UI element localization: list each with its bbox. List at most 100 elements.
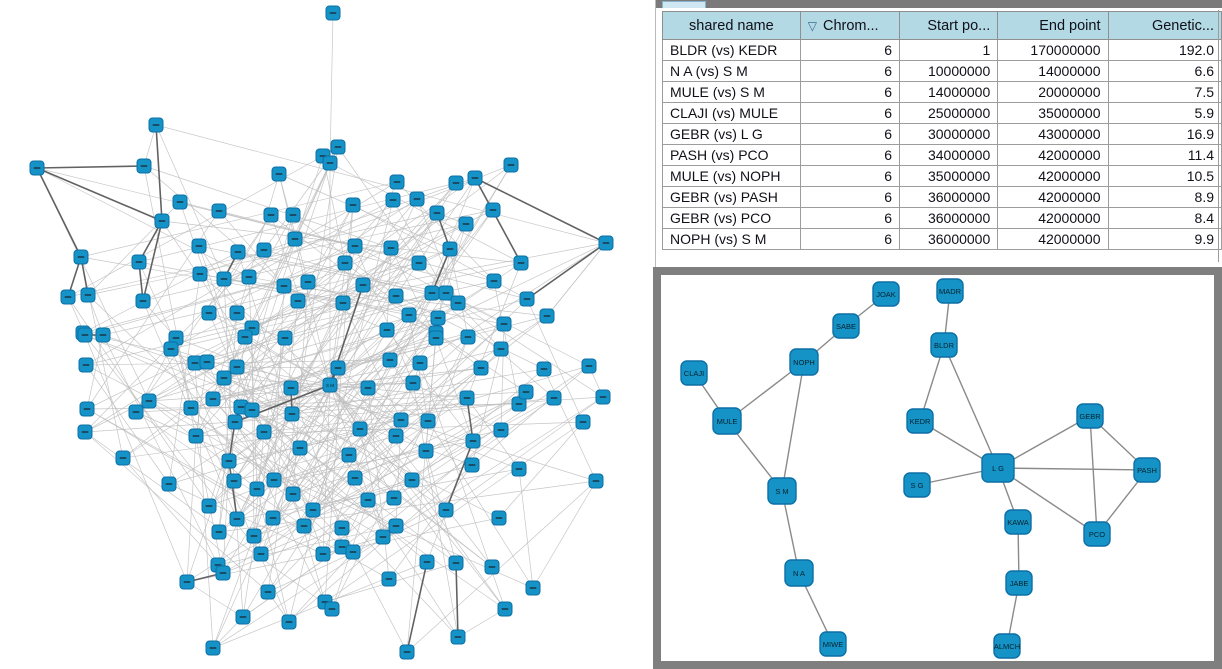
network-node[interactable] bbox=[201, 498, 217, 514]
network-node[interactable] bbox=[385, 192, 401, 208]
network-node[interactable] bbox=[296, 518, 312, 534]
network-node[interactable] bbox=[429, 205, 445, 221]
network-node[interactable] bbox=[484, 559, 500, 575]
network-node[interactable]: PCO bbox=[1083, 521, 1111, 547]
network-node[interactable] bbox=[438, 502, 454, 518]
network-node[interactable] bbox=[73, 249, 89, 265]
network-node[interactable] bbox=[450, 295, 466, 311]
network-node[interactable] bbox=[115, 450, 131, 466]
network-node[interactable] bbox=[330, 139, 346, 155]
network-node[interactable] bbox=[241, 269, 257, 285]
network-node[interactable] bbox=[383, 240, 399, 256]
network-node[interactable] bbox=[388, 518, 404, 534]
network-node[interactable] bbox=[80, 287, 96, 303]
network-node[interactable] bbox=[229, 305, 245, 321]
network-node[interactable] bbox=[192, 266, 208, 282]
network-node[interactable] bbox=[458, 216, 474, 232]
network-node[interactable] bbox=[305, 502, 321, 518]
column-header[interactable]: Start po... bbox=[898, 11, 999, 40]
network-node[interactable] bbox=[518, 384, 534, 400]
network-node[interactable] bbox=[325, 5, 341, 21]
network-node[interactable]: CLAJI bbox=[680, 360, 708, 386]
network-node[interactable] bbox=[493, 341, 509, 357]
network-node[interactable] bbox=[148, 117, 164, 133]
network-node[interactable] bbox=[324, 601, 340, 617]
network-node[interactable] bbox=[230, 244, 246, 260]
network-node[interactable] bbox=[330, 360, 346, 376]
network-node[interactable] bbox=[345, 197, 361, 213]
network-node[interactable] bbox=[256, 242, 272, 258]
table-row[interactable]: MULE (vs) S M 6 14000000 20000000 7.5 bbox=[662, 81, 1222, 103]
network-node[interactable] bbox=[595, 389, 611, 405]
network-node[interactable]: N A bbox=[784, 559, 814, 587]
network-node[interactable] bbox=[128, 404, 144, 420]
table-row[interactable]: N A (vs) S M 6 10000000 14000000 6.6 bbox=[662, 60, 1222, 82]
network-node[interactable] bbox=[375, 529, 391, 545]
network-node[interactable] bbox=[496, 316, 512, 332]
network-node[interactable] bbox=[401, 307, 417, 323]
network-node[interactable] bbox=[335, 295, 351, 311]
network-node[interactable] bbox=[277, 330, 293, 346]
network-node[interactable] bbox=[513, 255, 529, 271]
network-node[interactable] bbox=[216, 271, 232, 287]
network-node[interactable] bbox=[412, 355, 428, 371]
network-node[interactable] bbox=[388, 288, 404, 304]
overview-network-canvas[interactable]: S M bbox=[0, 0, 653, 669]
column-header[interactable]: ▽ Chrom... bbox=[799, 11, 900, 40]
network-node[interactable] bbox=[511, 461, 527, 477]
network-node[interactable] bbox=[188, 428, 204, 444]
network-node[interactable] bbox=[419, 554, 435, 570]
table-row[interactable]: CLAJI (vs) MULE 6 25000000 35000000 5.9 bbox=[662, 102, 1222, 124]
network-node[interactable] bbox=[360, 492, 376, 508]
column-header[interactable]: End point bbox=[997, 11, 1109, 40]
network-node[interactable] bbox=[525, 580, 541, 596]
network-node[interactable] bbox=[491, 510, 507, 526]
network-node[interactable] bbox=[172, 194, 188, 210]
table-row[interactable]: GEBR (vs) PCO 6 36000000 42000000 8.4 bbox=[662, 207, 1222, 229]
network-node[interactable] bbox=[300, 274, 316, 290]
network-node[interactable] bbox=[355, 277, 371, 293]
network-node[interactable] bbox=[79, 401, 95, 417]
network-node[interactable] bbox=[285, 207, 301, 223]
network-node[interactable] bbox=[388, 428, 404, 444]
network-node[interactable] bbox=[450, 629, 466, 645]
network-node[interactable] bbox=[131, 254, 147, 270]
network-node[interactable] bbox=[420, 413, 436, 429]
network-node[interactable] bbox=[360, 380, 376, 396]
network-node[interactable] bbox=[386, 490, 402, 506]
network-node[interactable] bbox=[191, 238, 207, 254]
network-node[interactable] bbox=[536, 361, 552, 377]
network-node[interactable] bbox=[473, 360, 489, 376]
network-node[interactable] bbox=[154, 213, 170, 229]
network-node[interactable] bbox=[381, 571, 397, 587]
table-tab[interactable] bbox=[662, 1, 706, 8]
network-node[interactable] bbox=[418, 443, 434, 459]
column-header[interactable]: Genetic... bbox=[1107, 11, 1222, 40]
network-node[interactable] bbox=[511, 396, 527, 412]
network-node[interactable] bbox=[442, 241, 458, 257]
network-node[interactable] bbox=[211, 203, 227, 219]
network-node[interactable] bbox=[78, 357, 94, 373]
network-node[interactable] bbox=[29, 160, 45, 176]
network-node[interactable] bbox=[393, 412, 409, 428]
network-node[interactable] bbox=[226, 473, 242, 489]
network-node[interactable] bbox=[215, 565, 231, 581]
network-node[interactable]: KEDR bbox=[906, 408, 934, 434]
network-node[interactable] bbox=[237, 329, 253, 345]
network-node[interactable] bbox=[249, 481, 265, 497]
network-node[interactable] bbox=[205, 391, 221, 407]
network-node[interactable] bbox=[486, 273, 502, 289]
network-node[interactable] bbox=[598, 235, 614, 251]
network-node[interactable] bbox=[389, 174, 405, 190]
network-node[interactable] bbox=[347, 470, 363, 486]
network-node[interactable] bbox=[438, 285, 454, 301]
network-node[interactable] bbox=[448, 175, 464, 191]
table-row[interactable]: BLDR (vs) KEDR 6 1 170000000 192.0 bbox=[662, 39, 1222, 61]
network-node[interactable] bbox=[546, 390, 562, 406]
network-node[interactable]: BLDR bbox=[930, 332, 958, 358]
network-node[interactable] bbox=[405, 375, 421, 391]
network-node[interactable] bbox=[315, 546, 331, 562]
network-node[interactable] bbox=[284, 406, 300, 422]
network-node[interactable] bbox=[519, 291, 535, 307]
network-node[interactable] bbox=[581, 358, 597, 374]
